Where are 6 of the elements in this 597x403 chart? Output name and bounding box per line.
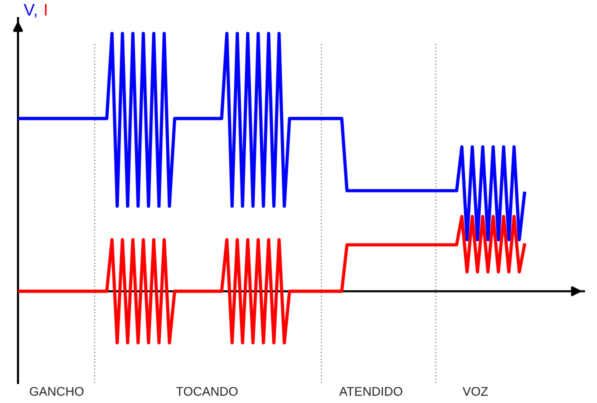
text: VOZ [462, 386, 488, 396]
text: TOCANDO [176, 386, 238, 396]
text: ATENDIDO [339, 386, 402, 396]
text: GANCHO [30, 386, 84, 396]
text: V, [24, 4, 36, 18]
text: I [44, 4, 47, 16]
